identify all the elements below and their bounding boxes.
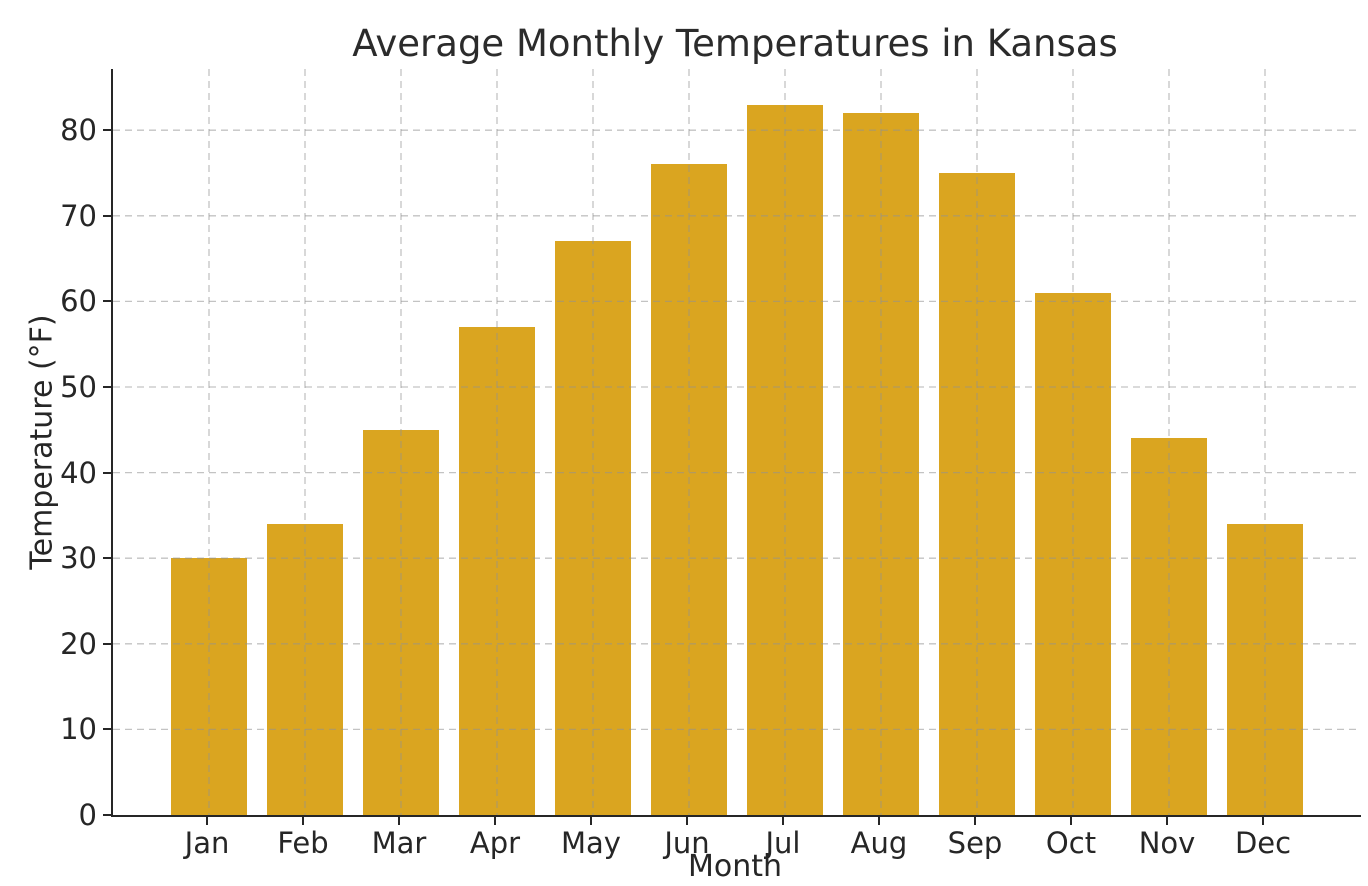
bar-mar <box>362 429 440 815</box>
y-tick-label: 60 <box>60 284 97 319</box>
y-tick-mark <box>103 386 111 388</box>
bars-layer <box>113 69 1361 815</box>
y-tick-label: 70 <box>60 198 97 233</box>
y-axis-label: Temperature (°F) <box>24 314 60 570</box>
bar-dec <box>1226 523 1304 815</box>
x-tick-mark <box>878 817 880 825</box>
plot-area <box>111 69 1361 817</box>
bar-oct <box>1034 292 1112 815</box>
y-tick-mark <box>103 214 111 217</box>
bar-jun <box>650 164 728 815</box>
y-tick-mark <box>103 814 111 816</box>
y-tick-mark <box>103 728 111 731</box>
x-axis-label: Month <box>687 849 783 884</box>
x-tick-mark <box>590 817 592 825</box>
chart-title: Average Monthly Temperatures in Kansas <box>352 22 1118 65</box>
y-tick-mark <box>103 129 111 132</box>
bar-jan <box>170 558 248 815</box>
x-tick-mark <box>686 817 688 825</box>
y-tick-label: 10 <box>60 712 97 747</box>
bar-aug <box>842 113 920 815</box>
x-tick-mark <box>302 817 304 825</box>
x-tick-mark <box>1070 817 1072 825</box>
x-tick-mark <box>1262 817 1264 825</box>
x-tick-mark <box>782 817 784 825</box>
x-tick-mark <box>398 817 400 825</box>
y-tick-label: 20 <box>60 626 97 661</box>
bar-sep <box>938 173 1016 815</box>
bar-feb <box>266 523 344 815</box>
x-tick-mark <box>1166 817 1168 825</box>
y-tick-mark <box>103 642 111 645</box>
bar-nov <box>1130 438 1208 815</box>
y-tick-mark <box>103 471 111 474</box>
x-tick-mark <box>206 817 208 825</box>
y-tick-label: 80 <box>60 113 97 148</box>
y-tick-label: 0 <box>78 798 97 832</box>
bar-may <box>554 241 632 815</box>
bar-apr <box>458 327 536 815</box>
y-tick-mark <box>103 557 111 560</box>
y-tick-mark <box>103 300 111 303</box>
x-tick-mark <box>974 817 976 825</box>
bar-jul <box>746 104 824 815</box>
x-tick-mark <box>494 817 496 825</box>
